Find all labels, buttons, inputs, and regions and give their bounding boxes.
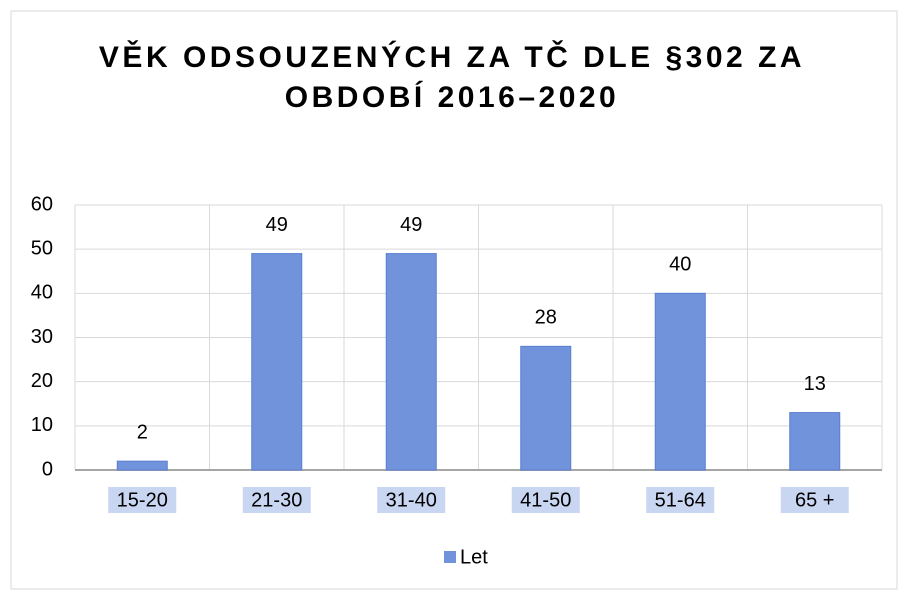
- x-tick-label: 51-64: [655, 489, 706, 511]
- x-tick-highlight: [242, 487, 311, 513]
- x-tick-label: 65 +: [795, 489, 834, 511]
- data-label: 49: [400, 214, 422, 236]
- x-tick-label: 31-40: [386, 489, 437, 511]
- bar: [251, 253, 303, 471]
- data-label: 49: [266, 214, 288, 236]
- data-label: 40: [669, 254, 691, 276]
- bar: [789, 412, 841, 471]
- bar: [116, 460, 168, 471]
- y-tick-label: 0: [42, 458, 53, 480]
- x-tick-highlight: [780, 487, 849, 513]
- data-label: 13: [804, 373, 826, 395]
- y-tick-label: 20: [31, 370, 53, 392]
- x-tick-highlight: [511, 487, 580, 513]
- y-tick-label: 40: [31, 282, 53, 304]
- legend-label: Let: [460, 546, 488, 568]
- data-label: 28: [535, 307, 557, 329]
- bar: [654, 292, 706, 471]
- bar: [520, 345, 572, 471]
- y-tick-label: 60: [31, 193, 53, 215]
- y-tick-label: 50: [31, 237, 53, 259]
- chart-frame: [10, 10, 898, 590]
- y-tick-label: 30: [31, 326, 53, 348]
- legend-swatch: [444, 551, 456, 563]
- x-tick-label: 15-20: [117, 489, 168, 511]
- chart-title: VĚK ODSOUZENÝCH ZA TČ DLE §302 ZA OBDOBÍ…: [98, 41, 806, 114]
- y-tick-label: 10: [31, 414, 53, 436]
- x-tick-highlight: [377, 487, 446, 513]
- x-tick-highlight: [646, 487, 715, 513]
- data-label: 2: [137, 421, 148, 443]
- x-tick-label: 21-30: [251, 489, 302, 511]
- x-tick-label: 41-50: [520, 489, 571, 511]
- x-tick-highlight: [108, 487, 177, 513]
- bar: [385, 253, 437, 471]
